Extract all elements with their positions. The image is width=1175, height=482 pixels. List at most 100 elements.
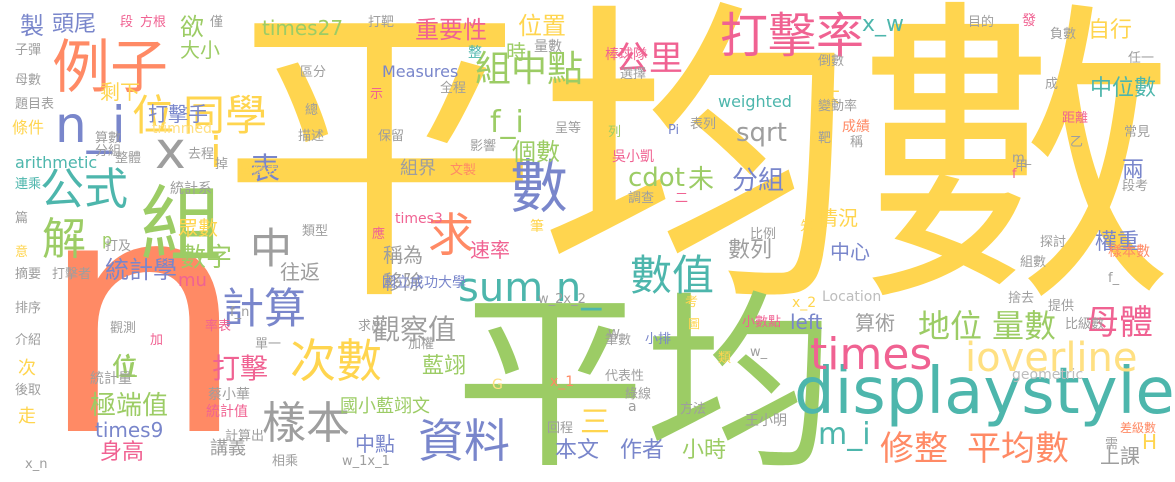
word: 吳小凱 [612, 149, 654, 165]
word: 資料 [418, 414, 510, 468]
word: 後取 [15, 383, 42, 398]
word: 往返 [280, 260, 320, 284]
word: 考 [685, 295, 699, 310]
word: f_n [230, 305, 250, 320]
word: 平均數 [221, 0, 1175, 344]
word: i [210, 128, 222, 177]
word: 本文 [555, 438, 600, 463]
word: m_i [818, 417, 871, 452]
word: 組 [140, 178, 223, 273]
word: left [790, 310, 823, 334]
word: 樣本 [262, 398, 350, 449]
word: 眾數 [178, 216, 218, 240]
word: 距離 [1062, 111, 1089, 126]
word: x [155, 121, 186, 181]
word: 欲 [180, 13, 204, 41]
word: 變動率 [818, 99, 858, 114]
word: 觀察值 [372, 313, 457, 346]
word: H [1142, 430, 1158, 454]
word: a [628, 399, 637, 415]
word: 打擊率 [720, 8, 865, 64]
word: 比級數 [1065, 317, 1105, 332]
word: 排序 [15, 301, 42, 316]
word: 摘要 [15, 267, 42, 282]
word: f_i [490, 105, 524, 140]
word: 子彈 [15, 43, 42, 58]
word: 率表 [205, 319, 232, 334]
word: 三 [580, 405, 610, 440]
word: 表列 [690, 117, 717, 132]
word: 時 [506, 40, 526, 64]
word: times [810, 329, 933, 380]
word: 分組 [95, 144, 122, 159]
word: 同學 [183, 91, 268, 140]
word: 區分 [300, 65, 327, 80]
word: 組界 [400, 158, 436, 179]
word: 稱為 [383, 243, 423, 267]
word: 太 [820, 83, 840, 107]
word: 母數 [15, 73, 42, 88]
word: 中位數 [1090, 76, 1157, 101]
word: x_n [25, 457, 48, 472]
word: 修整 [880, 429, 948, 469]
word: 常見 [1124, 125, 1151, 140]
word: 保留 [378, 129, 405, 144]
word: 打靶 [368, 15, 395, 30]
word: 平均 [455, 274, 836, 482]
word: 量數 [992, 307, 1057, 345]
word: 提供 [1048, 299, 1075, 314]
word: 重要性 [415, 16, 487, 44]
word: 意 [15, 245, 29, 260]
word: x_w [862, 12, 905, 37]
word: 統計學 [105, 256, 177, 284]
word: trimmed [152, 121, 212, 137]
word: 任一 [1128, 51, 1155, 66]
word: 差級數 [1120, 421, 1157, 435]
word: f [1012, 167, 1017, 182]
word: 調查 [628, 191, 655, 206]
word: 剩下 [100, 80, 140, 104]
word: 捨去 [1008, 291, 1035, 306]
word: Pi [668, 123, 680, 138]
word: times9 [95, 418, 164, 442]
word: sqrt [736, 118, 787, 148]
word: 平均數 [967, 429, 1069, 469]
word: weighted [718, 92, 792, 111]
word: 權重 [1095, 230, 1140, 255]
word: 小排 [645, 332, 672, 347]
word: 次數 [290, 334, 382, 388]
word: 選擇 [620, 67, 647, 82]
word: Location [822, 289, 882, 305]
word: 數列 [728, 238, 773, 263]
word: arithmetic [15, 153, 98, 172]
word: 中點 [355, 432, 395, 456]
word: 中 [250, 224, 293, 273]
word: 計算出 [225, 429, 265, 444]
word: 算術 [855, 311, 895, 335]
word: 去程 [188, 147, 215, 162]
word: 頭尾 [52, 12, 97, 37]
word: 例子 [52, 33, 169, 101]
word: w_ [750, 345, 768, 360]
word: 掉 [215, 157, 229, 172]
word: 公式 [40, 164, 128, 215]
word: 成績表 [240, 163, 280, 178]
word: 打擊者 [52, 267, 92, 282]
word: 應 [372, 227, 386, 242]
word: 加權 [408, 337, 435, 352]
word: 目的 [968, 15, 995, 30]
word: 組數 [1020, 255, 1047, 270]
word: 方法 [680, 402, 707, 417]
word: w_2x_2 [538, 292, 586, 307]
word: 類 [718, 351, 732, 366]
word: 列 [608, 125, 622, 140]
word: 稱 [850, 135, 864, 150]
word: 王小明 [745, 413, 787, 429]
word: 作者 [620, 438, 665, 463]
word: 示 [370, 87, 384, 102]
word: 解 [42, 214, 86, 265]
word: 情況 [818, 206, 858, 230]
word: mu [178, 270, 207, 291]
word: G [492, 377, 503, 393]
